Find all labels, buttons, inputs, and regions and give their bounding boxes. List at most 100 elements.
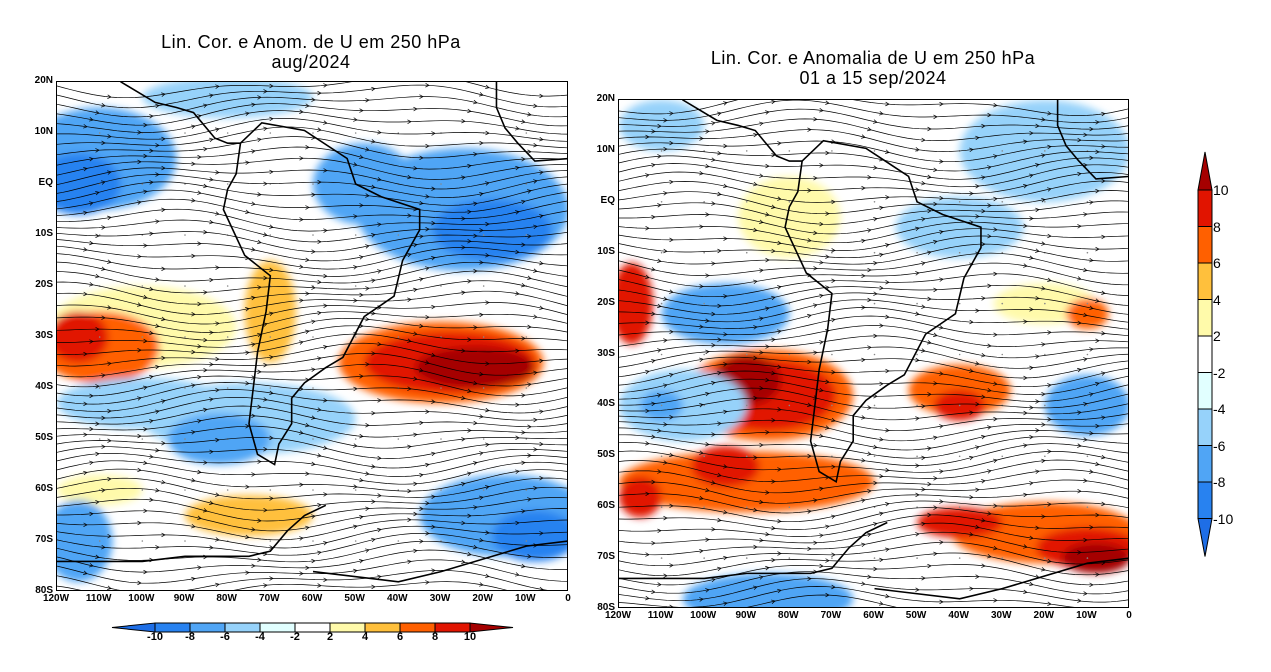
streamline-arrow (759, 121, 764, 126)
streamline-arrow (939, 325, 944, 330)
streamline-arrow (717, 303, 722, 309)
streamline-arrow (371, 311, 376, 316)
streamline-arrow (431, 568, 436, 573)
streamline (619, 292, 1128, 315)
streamline-arrow (317, 279, 322, 285)
streamline-arrow (825, 558, 830, 563)
left-title-line1: Lin. Cor. e Anom. de U em 250 hPa (161, 32, 461, 52)
streamline-arrow (191, 478, 196, 483)
streamline-arrow (981, 123, 986, 129)
streamline-arrow (413, 242, 418, 248)
grid-point (141, 438, 144, 440)
streamline-arrow (479, 537, 484, 543)
grid-point (788, 506, 791, 509)
streamline-arrow (867, 451, 872, 456)
streamline (57, 311, 567, 333)
streamline-arrow (245, 350, 250, 355)
grid-point (873, 557, 876, 559)
streamline-arrow (425, 360, 430, 365)
streamline-arrow (263, 362, 268, 368)
streamline-arrow (939, 424, 944, 429)
streamline-arrow (323, 303, 328, 308)
streamline-arrow (1041, 117, 1046, 122)
streamline-arrow (407, 119, 412, 124)
horizontal-colorbar (111, 622, 514, 633)
streamline-arrow (1089, 200, 1094, 205)
anomaly-region (619, 369, 747, 442)
streamline-arrow (95, 190, 100, 196)
streamline-arrow (915, 463, 920, 468)
coastline-af (495, 82, 567, 162)
streamline-arrow (939, 499, 944, 504)
streamline-arrow (711, 432, 716, 437)
grid-point (660, 201, 663, 203)
grid-point (1044, 353, 1046, 356)
streamline-arrow (645, 369, 650, 375)
grid-point (312, 234, 314, 236)
streamline-arrow (711, 311, 716, 317)
streamline-arrow (711, 380, 716, 386)
streamline-arrow (717, 517, 722, 523)
streamline-arrow (407, 252, 412, 258)
streamline-arrow (539, 305, 544, 310)
streamline (57, 477, 567, 500)
streamline-arrow (1089, 582, 1094, 588)
streamline-arrow (527, 497, 532, 502)
grid-point (958, 557, 961, 559)
streamline-arrow (89, 282, 94, 287)
streamline-arrow (1089, 155, 1094, 161)
grid-point (141, 540, 144, 542)
streamline-arrow (1095, 423, 1100, 429)
left-lat-label: 20N (34, 75, 53, 86)
streamline-arrow (203, 290, 208, 295)
streamline-arrow (269, 169, 274, 175)
colorbar-segment (1197, 151, 1213, 191)
streamline-arrow (1077, 137, 1082, 143)
streamline-arrow (89, 201, 94, 206)
streamline-arrow (705, 442, 710, 447)
streamline-arrow (89, 563, 94, 568)
streamline-arrow (861, 238, 866, 244)
streamline-arrow (885, 314, 890, 320)
streamline-arrow (1047, 601, 1052, 606)
streamline-arrow (873, 480, 878, 486)
streamline-arrow (933, 239, 938, 245)
streamline-arrow (101, 103, 106, 108)
streamline-arrow (645, 408, 650, 414)
streamline-arrow (365, 244, 370, 249)
grid-point (354, 540, 357, 542)
grid-point (703, 150, 705, 152)
streamline (57, 415, 567, 438)
streamline-arrow (371, 464, 376, 469)
streamline-arrow (777, 407, 782, 412)
streamline-arrow (203, 407, 208, 413)
streamline-arrow (831, 417, 836, 423)
streamline (619, 228, 1128, 251)
streamline-arrow (1095, 298, 1100, 303)
streamline (619, 586, 1075, 607)
streamline-arrow (377, 177, 382, 182)
streamline-arrow (461, 395, 466, 401)
streamline (57, 525, 567, 549)
streamline (57, 508, 567, 532)
streamline-arrow (479, 140, 484, 146)
streamline-arrow (323, 492, 328, 497)
streamline-arrow (215, 170, 220, 175)
streamline-arrow (311, 415, 316, 420)
streamline-arrow (137, 130, 142, 135)
streamline-arrow (479, 582, 484, 587)
left-lat-label: 70S (35, 534, 53, 545)
grid-point (1044, 302, 1046, 305)
grid-point (397, 489, 400, 491)
streamline-arrow (993, 154, 998, 159)
grid-point (1001, 353, 1004, 356)
streamline-arrow (419, 155, 424, 161)
streamline-arrow (993, 503, 998, 508)
streamline-arrow (813, 230, 818, 236)
streamline-arrow (969, 368, 974, 373)
streamline (619, 522, 1128, 544)
colorbar-tick-label: 4 (1213, 291, 1221, 308)
streamline (57, 231, 567, 253)
grid-point (873, 201, 876, 203)
grid-point (397, 132, 400, 134)
